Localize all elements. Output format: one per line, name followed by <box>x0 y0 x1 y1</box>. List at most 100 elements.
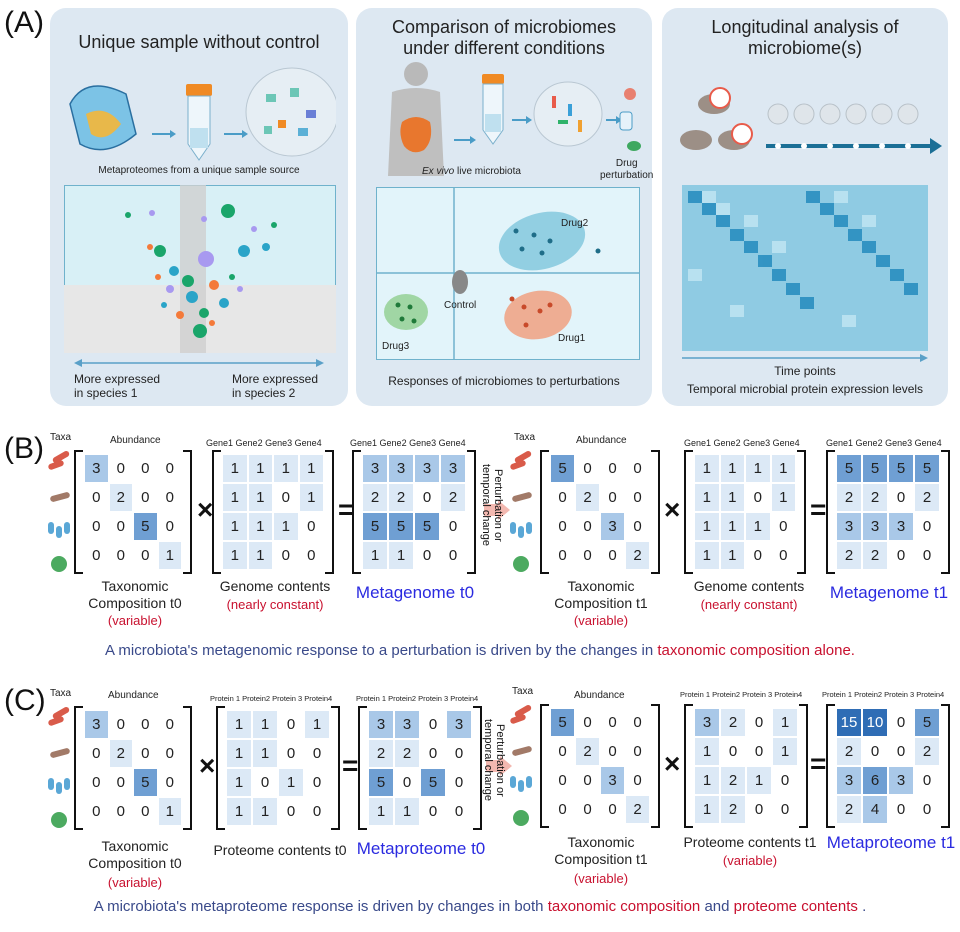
matrix-cell: 1 <box>369 798 393 825</box>
matrix-cell: 0 <box>286 716 296 733</box>
b-left-equals-op: = <box>338 494 355 525</box>
matrix-cell: 0 <box>286 803 296 820</box>
matrix-cell: 0 <box>422 489 432 506</box>
sample-illustration <box>69 67 336 161</box>
matrix-cell: 2 <box>389 484 413 511</box>
matrix-cell: 15 <box>837 709 861 736</box>
panel-label-a: (A) <box>4 6 44 39</box>
card1-title: Unique sample without control <box>78 32 320 52</box>
matrix-cell: 0 <box>116 518 125 535</box>
matrix-cell: 1 <box>395 798 419 825</box>
matrix-cell: 5 <box>551 709 574 736</box>
cluster-control: Control <box>444 300 477 311</box>
c-pert-arrow <box>486 756 512 776</box>
matrix-cell: 1 <box>695 542 719 569</box>
left-label: More expressed in species 1 <box>74 372 161 400</box>
c-left-meta-caption: Metaproteome t0 <box>356 839 486 858</box>
matrix-cell: 1 <box>363 542 387 569</box>
matrix-cell: 0 <box>281 489 290 506</box>
c-left-meta-headers: Protein 1 Protein2 Protein 3 Protein4 <box>356 694 479 703</box>
right-label: More expressed in species 2 <box>231 372 318 400</box>
matrix-cell: 3 <box>85 455 108 482</box>
matrix-cell: 0 <box>428 803 438 820</box>
matrix-cell: 0 <box>896 489 906 506</box>
matrix-cell: 1 <box>746 513 770 540</box>
matrix-cell: 5 <box>369 769 393 796</box>
matrix-cell: 0 <box>454 745 464 762</box>
matrix-cell: 3 <box>863 513 887 540</box>
b-right-meta-headers: Gene1 Gene2 Gene3 Gene4 <box>826 438 942 448</box>
c-left-proteome-caption: Proteome contents t0 <box>213 842 347 858</box>
b-left-abundance-label: Abundance <box>110 435 161 446</box>
matrix-cell: 0 <box>448 518 458 535</box>
matrix-cell: 0 <box>558 518 567 535</box>
c-left-tax-caption: Taxonomic Composition t0 <box>88 838 182 871</box>
b-right-genome-caption: Genome contents <box>693 578 805 594</box>
matrix-cell: 0 <box>402 774 412 791</box>
b-right-tax-var: (variable) <box>573 613 629 628</box>
matrix-cell: 1 <box>223 513 247 540</box>
matrix-cell: 5 <box>389 513 413 540</box>
matrix-cell: 2 <box>863 542 887 569</box>
matrix-cell: 0 <box>558 547 567 564</box>
matrix-cell: 3 <box>837 767 861 794</box>
b-perturbation-label: Perturbation or temporal change <box>480 464 504 546</box>
matrix-cell: 1 <box>773 738 797 765</box>
card1-caption: Metaproteomes from a unique sample sourc… <box>98 165 300 176</box>
c-right-metaproteome-matrix: 15 10 0 5 2 0 0 2 3 6 3 0 2 4 0 0 <box>826 704 950 828</box>
b-left-tax-var: (variable) <box>107 613 163 628</box>
c-left-taxa-label: Taxa <box>50 688 72 699</box>
matrix-cell: 0 <box>608 460 617 477</box>
matrix-cell: 2 <box>395 740 419 767</box>
matrix-cell: 0 <box>312 803 322 820</box>
matrix-cell: 2 <box>915 738 939 765</box>
b-right-genome-var: (nearly constant) <box>700 597 798 612</box>
matrix-cell: 5 <box>837 455 861 482</box>
matrix-cell: 0 <box>141 460 150 477</box>
matrix-cell: 0 <box>428 745 438 762</box>
b-left-genome-headers: Gene1 Gene2 Gene3 Gene4 <box>206 438 322 448</box>
matrix-cell: 0 <box>260 774 270 791</box>
matrix-cell: 0 <box>896 801 906 818</box>
c-right-equals-op: = <box>810 748 827 779</box>
time-axis <box>682 354 928 362</box>
matrix-cell: 2 <box>369 740 393 767</box>
matrix-cell: 0 <box>583 547 592 564</box>
matrix-cell: 0 <box>165 745 174 762</box>
matrix-cell: 0 <box>141 489 150 506</box>
c-right-proteome-var: (variable) <box>722 853 778 868</box>
matrix-cell: 2 <box>837 738 861 765</box>
matrix-cell: 0 <box>92 518 101 535</box>
matrix-cell: 0 <box>779 518 788 535</box>
matrix-cell: 0 <box>633 489 642 506</box>
matrix-cell: 5 <box>915 455 939 482</box>
matrix-cell: 0 <box>286 745 296 762</box>
c-right-proteome-caption: Proteome contents t1 <box>683 834 817 850</box>
card-comparison: Comparison of microbiomes under differen… <box>356 8 653 406</box>
matrix-cell: 1 <box>299 484 323 511</box>
matrix-cell: 1 <box>695 484 719 511</box>
matrix-cell: 0 <box>922 518 932 535</box>
matrix-cell: 0 <box>165 460 174 477</box>
matrix-cell: 0 <box>428 716 438 733</box>
matrix-cell: 0 <box>583 801 592 818</box>
c-left-abundance-label: Abundance <box>108 690 159 701</box>
matrix-cell: 1 <box>279 769 303 796</box>
matrix-cell: 1 <box>771 455 795 482</box>
matrix-cell: 0 <box>870 743 880 760</box>
matrix-cell: 0 <box>141 745 150 762</box>
c-right-meta-caption: Metaproteome t1 <box>826 833 956 852</box>
matrix-cell: 5 <box>134 513 157 540</box>
matrix-cell: 0 <box>633 772 642 789</box>
matrix-cell: 1 <box>227 769 251 796</box>
b-left-tax-caption: Taxonomic Composition t0 <box>88 578 182 611</box>
matrix-cell: 0 <box>754 714 764 731</box>
matrix-cell: 2 <box>363 484 387 511</box>
card2-caption: Ex vivo live microbiota <box>422 166 521 177</box>
b-sentence: A microbiota's metagenomic response to a… <box>105 642 855 659</box>
matrix-cell: 2 <box>837 796 861 823</box>
